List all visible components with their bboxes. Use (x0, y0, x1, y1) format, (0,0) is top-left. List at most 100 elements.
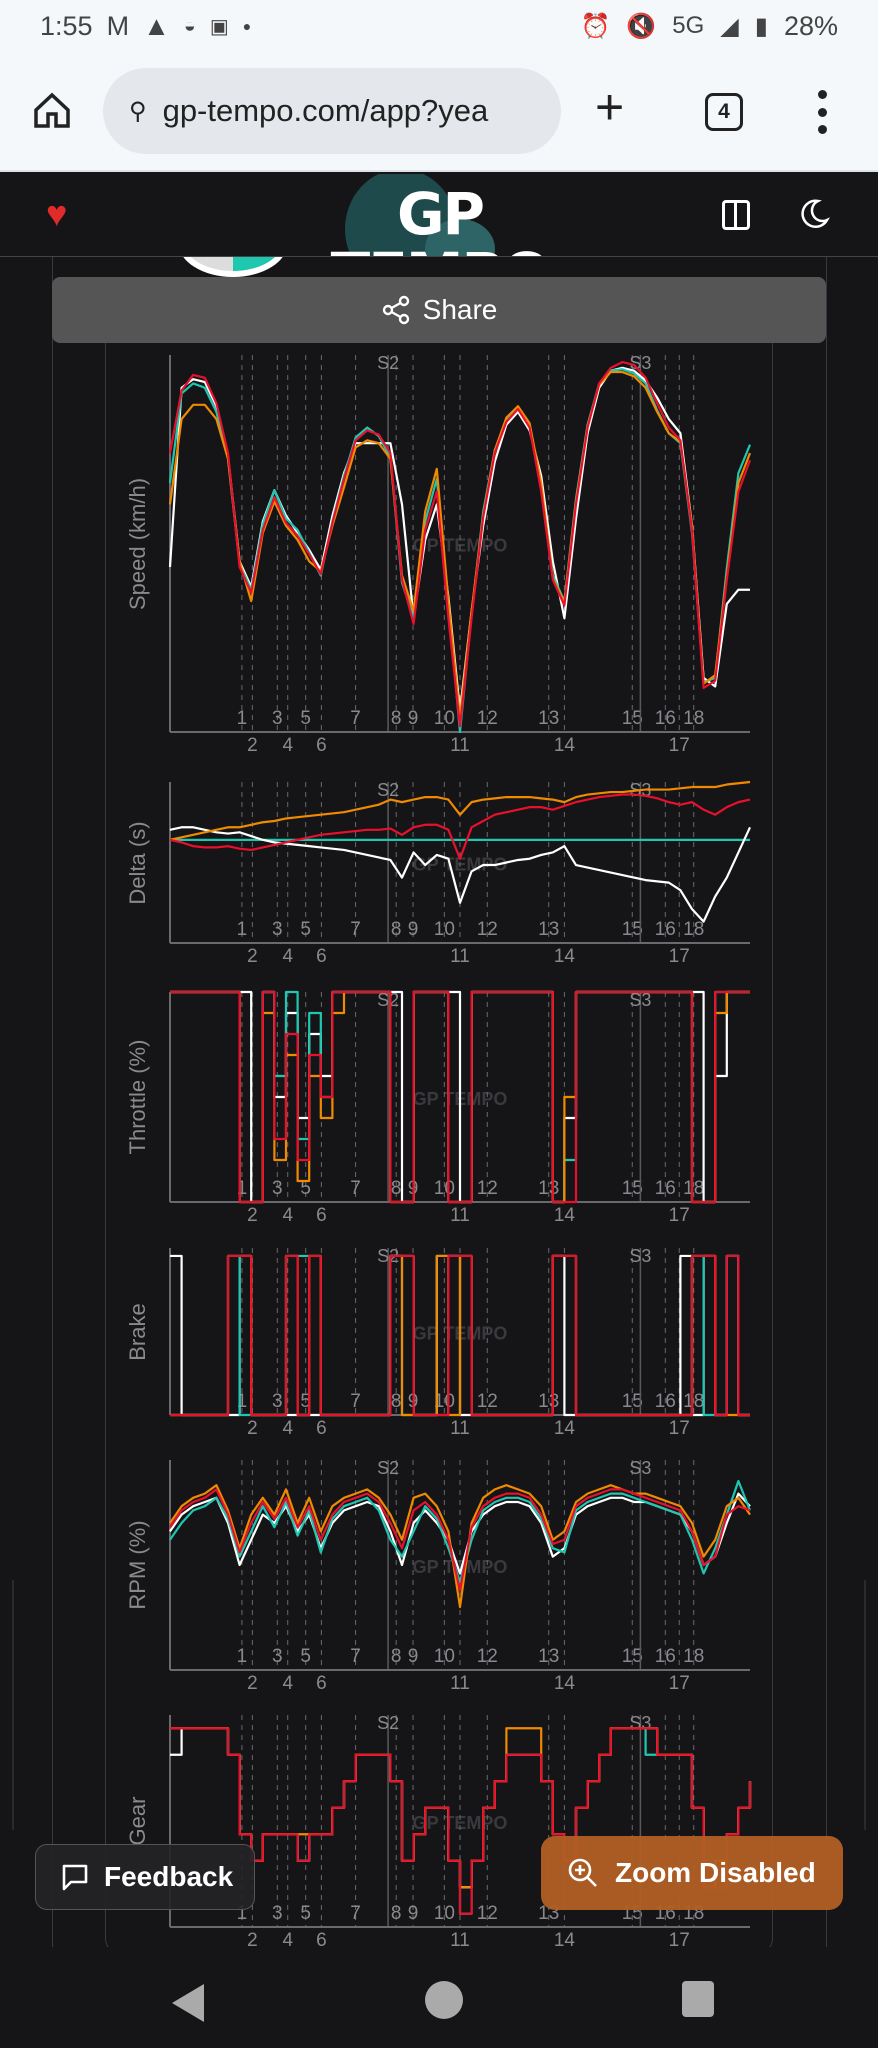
corner-label: 12 (477, 919, 498, 940)
corner-label: 10 (434, 1903, 455, 1924)
corner-label: 4 (282, 735, 293, 756)
corner-label: 4 (282, 946, 293, 967)
zoom-toggle-button[interactable]: Zoom Disabled (541, 1836, 843, 1910)
brake-series-line (170, 1254, 750, 1417)
delta-series-line (169, 826, 751, 923)
sector-label: S3 (629, 1246, 651, 1266)
recents-icon[interactable] (682, 1981, 714, 2017)
corner-label: 8 (391, 1178, 402, 1199)
corner-label: 11 (450, 735, 470, 756)
gmail-icon: M (106, 10, 130, 41)
corner-label: 10 (434, 708, 455, 729)
corner-label: 16 (655, 1391, 676, 1412)
site-settings-icon[interactable]: ⚲ (129, 97, 147, 125)
corner-label: 18 (683, 1646, 704, 1667)
scrollbar-left[interactable] (12, 1580, 14, 1830)
throttle-series-line (170, 990, 750, 1204)
dark-mode-moon-icon[interactable] (798, 198, 830, 230)
layout-toggle-icon[interactable] (722, 200, 750, 230)
corner-label: 2 (247, 1205, 258, 1226)
speed-axis-label: Speed (km/h) (125, 477, 150, 610)
corner-label: 15 (622, 1178, 643, 1199)
share-icon (382, 295, 409, 325)
alarm-icon: ⏰ (580, 12, 611, 40)
address-bar[interactable]: ⚲ gp-tempo.com/app?yea (103, 68, 561, 154)
corner-label: 17 (669, 735, 690, 756)
corner-label: 12 (477, 1178, 498, 1199)
status-time: 1:55 (40, 10, 93, 41)
sector-label: S3 (629, 353, 651, 373)
corner-label: 17 (669, 1418, 690, 1439)
corner-label: 3 (272, 1178, 283, 1199)
corner-label: 6 (316, 735, 327, 756)
sector-label: S2 (377, 1713, 399, 1733)
corner-label: 16 (655, 1646, 676, 1667)
corner-label: 4 (282, 1930, 293, 1951)
corner-label: 11 (450, 946, 470, 967)
corner-label: 12 (477, 1646, 498, 1667)
corner-label: 6 (316, 1205, 327, 1226)
tab-switcher-button[interactable]: 4 (705, 93, 743, 131)
android-nav-bar (0, 1947, 878, 2048)
corner-label: 6 (316, 1673, 327, 1694)
track-graphic-fragment (178, 257, 288, 277)
corner-label: 15 (622, 1646, 643, 1667)
corner-label: 16 (655, 708, 676, 729)
corner-label: 18 (683, 1178, 704, 1199)
corner-label: 11 (450, 1673, 470, 1694)
corner-label: 7 (350, 1178, 361, 1199)
corner-label: 15 (622, 708, 643, 729)
corner-label: 7 (350, 1391, 361, 1412)
sector-label: S2 (377, 990, 399, 1010)
throttle-series-line (170, 990, 750, 1204)
share-button[interactable]: Share (52, 277, 826, 343)
corner-label: 8 (391, 1903, 402, 1924)
corner-label: 17 (669, 1673, 690, 1694)
corner-label: 10 (434, 1646, 455, 1667)
app-logo[interactable]: GP TEMPO (331, 180, 552, 256)
news-icon: ▣ (209, 15, 229, 38)
container-border-right (826, 257, 827, 1947)
corner-label: 18 (683, 708, 704, 729)
corner-label: 4 (282, 1673, 293, 1694)
url-text: gp-tempo.com/app?yea (162, 93, 489, 128)
corner-label: 5 (300, 708, 311, 729)
corner-label: 5 (300, 1391, 311, 1412)
corner-label: 2 (247, 735, 258, 756)
corner-label: 14 (554, 735, 576, 756)
corner-label: 9 (408, 1646, 419, 1667)
dot-icon: ● (242, 18, 252, 34)
favorite-heart-icon[interactable]: ♥ (46, 193, 68, 234)
tab-count: 4 (718, 100, 730, 123)
sector-label: S2 (377, 353, 399, 373)
feedback-button[interactable]: Feedback (35, 1844, 255, 1910)
back-icon[interactable] (172, 1984, 204, 2022)
corner-label: 11 (450, 1418, 470, 1439)
corner-label: 13 (538, 708, 559, 729)
new-tab-icon[interactable]: + (595, 79, 625, 135)
corner-label: 8 (391, 1646, 402, 1667)
corner-label: 3 (272, 919, 283, 940)
corner-label: 8 (391, 919, 402, 940)
home-circle-icon[interactable] (425, 1981, 463, 2019)
corner-label: 3 (272, 1391, 283, 1412)
scrollbar-right[interactable] (864, 1580, 866, 1830)
corner-label: 4 (282, 1205, 293, 1226)
gear-series-line (170, 1727, 752, 1915)
corner-label: 3 (272, 1646, 283, 1667)
corner-label: 5 (300, 1903, 311, 1924)
throttle-axis-label: Throttle (%) (125, 1039, 150, 1155)
corner-label: 9 (408, 708, 419, 729)
battery-percent: 28% (783, 10, 838, 41)
corner-label: 3 (272, 708, 283, 729)
home-icon[interactable] (32, 90, 72, 130)
corner-label: 17 (669, 1930, 690, 1951)
corner-label: 5 (300, 919, 311, 940)
more-menu-icon[interactable] (815, 90, 829, 134)
